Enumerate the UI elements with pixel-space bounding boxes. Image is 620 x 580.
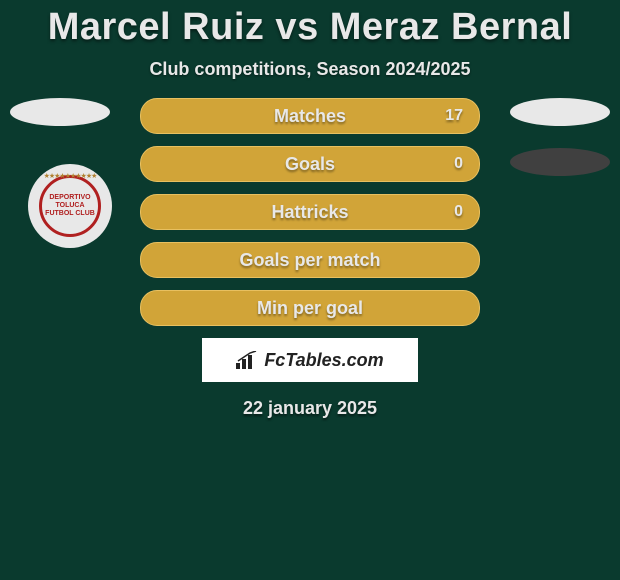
- page-title: Marcel Ruiz vs Meraz Bernal: [0, 0, 620, 49]
- player1-country-badge: [10, 98, 110, 126]
- stat-label: Goals: [285, 154, 335, 175]
- subtitle: Club competitions, Season 2024/2025: [0, 59, 620, 80]
- stat-label: Min per goal: [257, 298, 363, 319]
- stat-value-right: 17: [445, 107, 463, 125]
- date-text: 22 january 2025: [0, 398, 620, 419]
- stat-value-right: 0: [454, 155, 463, 173]
- stat-row-gpm: Goals per match: [140, 242, 480, 278]
- stat-row-hattricks: Hattricks 0: [140, 194, 480, 230]
- stats-area: ★★★★★★★★★★ DEPORTIVO TOLUCA FUTBOL CLUB …: [0, 98, 620, 419]
- crest-stars: ★★★★★★★★★★: [44, 172, 97, 180]
- bars-icon: [236, 351, 258, 369]
- stat-label: Hattricks: [271, 202, 348, 223]
- player2-club-badge: [510, 148, 610, 176]
- crest-inner-text: DEPORTIVO TOLUCA FUTBOL CLUB: [39, 175, 101, 237]
- stat-row-mpg: Min per goal: [140, 290, 480, 326]
- stat-label: Matches: [274, 106, 346, 127]
- stat-row-matches: Matches 17: [140, 98, 480, 134]
- stat-label: Goals per match: [239, 250, 380, 271]
- player1-club-crest: ★★★★★★★★★★ DEPORTIVO TOLUCA FUTBOL CLUB: [28, 164, 112, 248]
- branding-logo: FcTables.com: [202, 338, 418, 382]
- branding-text: FcTables.com: [264, 350, 383, 371]
- player2-country-badge: [510, 98, 610, 126]
- stat-value-right: 0: [454, 203, 463, 221]
- stats-list: Matches 17 Goals 0 Hattricks 0 Goals per…: [140, 98, 480, 326]
- stat-row-goals: Goals 0: [140, 146, 480, 182]
- comparison-card: Marcel Ruiz vs Meraz Bernal Club competi…: [0, 0, 620, 580]
